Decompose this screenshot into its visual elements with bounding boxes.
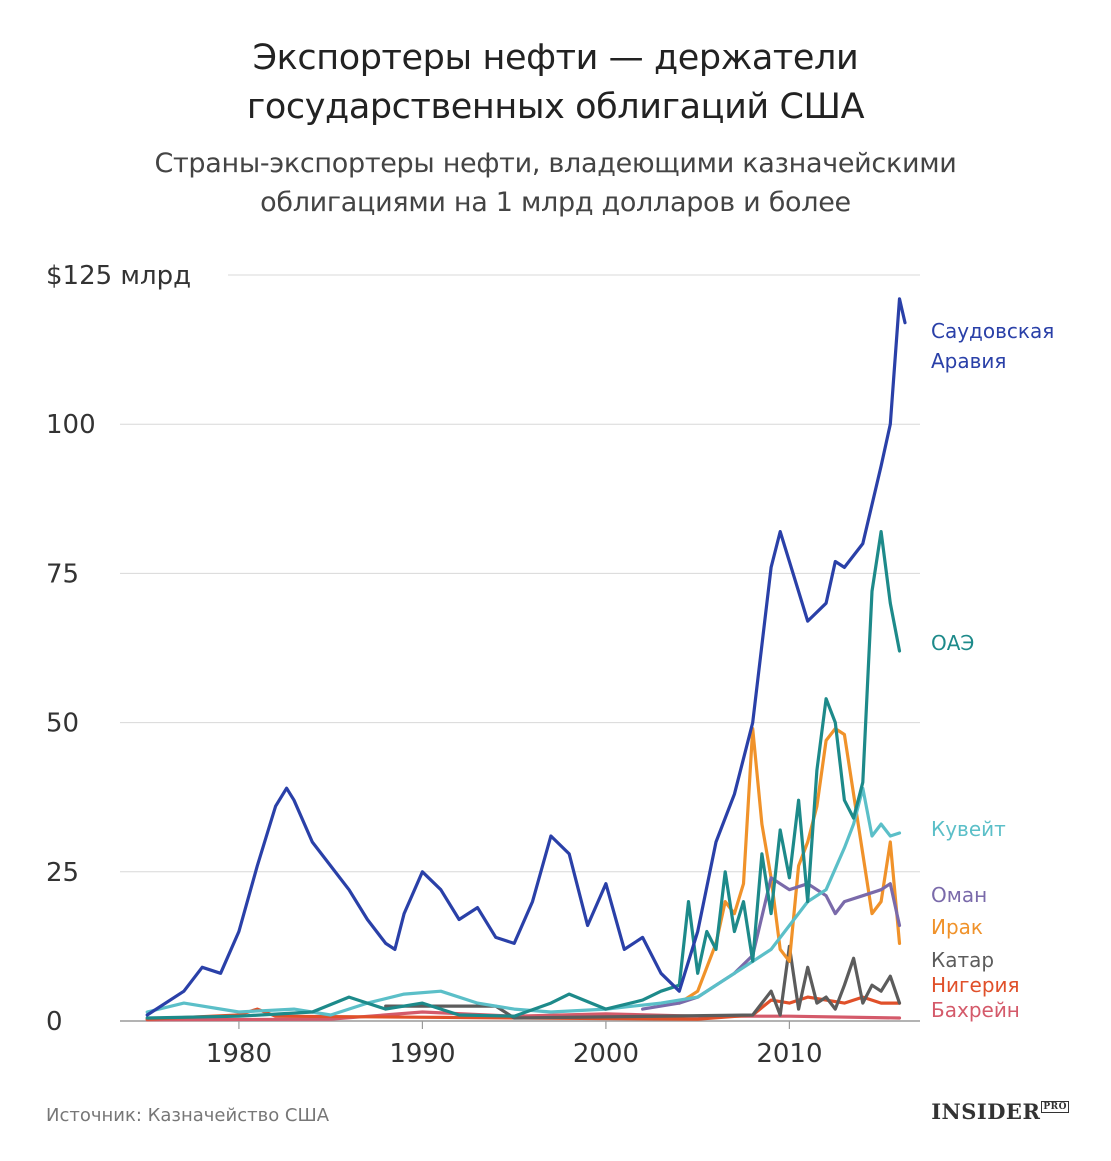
x-tick-label-2000: 2000 — [573, 1039, 639, 1069]
chart-title-line-1: Экспортеры нефти — держатели — [252, 38, 859, 78]
insider-pro-logo: INSIDER PRO — [931, 1099, 1069, 1124]
y-tick-label-0: 0 — [46, 1007, 63, 1037]
y-axis-labels: 0 25 50 75 100 $125 млрд — [46, 261, 191, 1037]
y-tick-label-50: 50 — [46, 709, 79, 739]
series-label-8-1: Саудовская — [931, 319, 1054, 343]
series-line-3 — [384, 944, 902, 1020]
x-tick-label-1980: 1980 — [206, 1039, 272, 1069]
series-label-2: Нигерия — [931, 973, 1020, 997]
series-label-3: Катар — [931, 948, 994, 972]
source-note: Источник: Казначейство США — [46, 1105, 330, 1126]
y-tick-label-25: 25 — [46, 858, 79, 888]
series-line-7 — [145, 530, 902, 1020]
series-line-6 — [145, 786, 902, 1017]
logo-text: INSIDER — [931, 1099, 1041, 1124]
chart-title-line-2: государственных облигаций США — [246, 87, 865, 127]
x-tick-label-2010: 2010 — [756, 1039, 822, 1069]
logo-badge: PRO — [1041, 1101, 1069, 1113]
y-tick-label-75: 75 — [46, 559, 79, 589]
series-label-6: Кувейт — [931, 817, 1006, 841]
series-line-8 — [145, 297, 907, 1017]
chart-subtitle-line-2: облигациями на 1 млрд долларов и более — [260, 187, 851, 218]
series-label-7: ОАЭ — [931, 631, 974, 655]
series-label-1: Бахрейн — [931, 998, 1020, 1022]
series-lines — [145, 297, 907, 1022]
series-label-8-2: Аравия — [931, 349, 1006, 373]
y-tick-label-125: $125 млрд — [46, 261, 191, 291]
y-tick-label-100: 100 — [46, 410, 96, 440]
series-label-4: Ирак — [931, 915, 983, 939]
x-tick-label-1990: 1990 — [389, 1039, 455, 1069]
chart-subtitle-line-1: Страны-экспортеры нефти, владеющими казн… — [154, 148, 957, 179]
series-label-5: Оман — [931, 883, 987, 907]
x-axis-labels: 1980 1990 2000 2010 — [206, 1021, 822, 1069]
